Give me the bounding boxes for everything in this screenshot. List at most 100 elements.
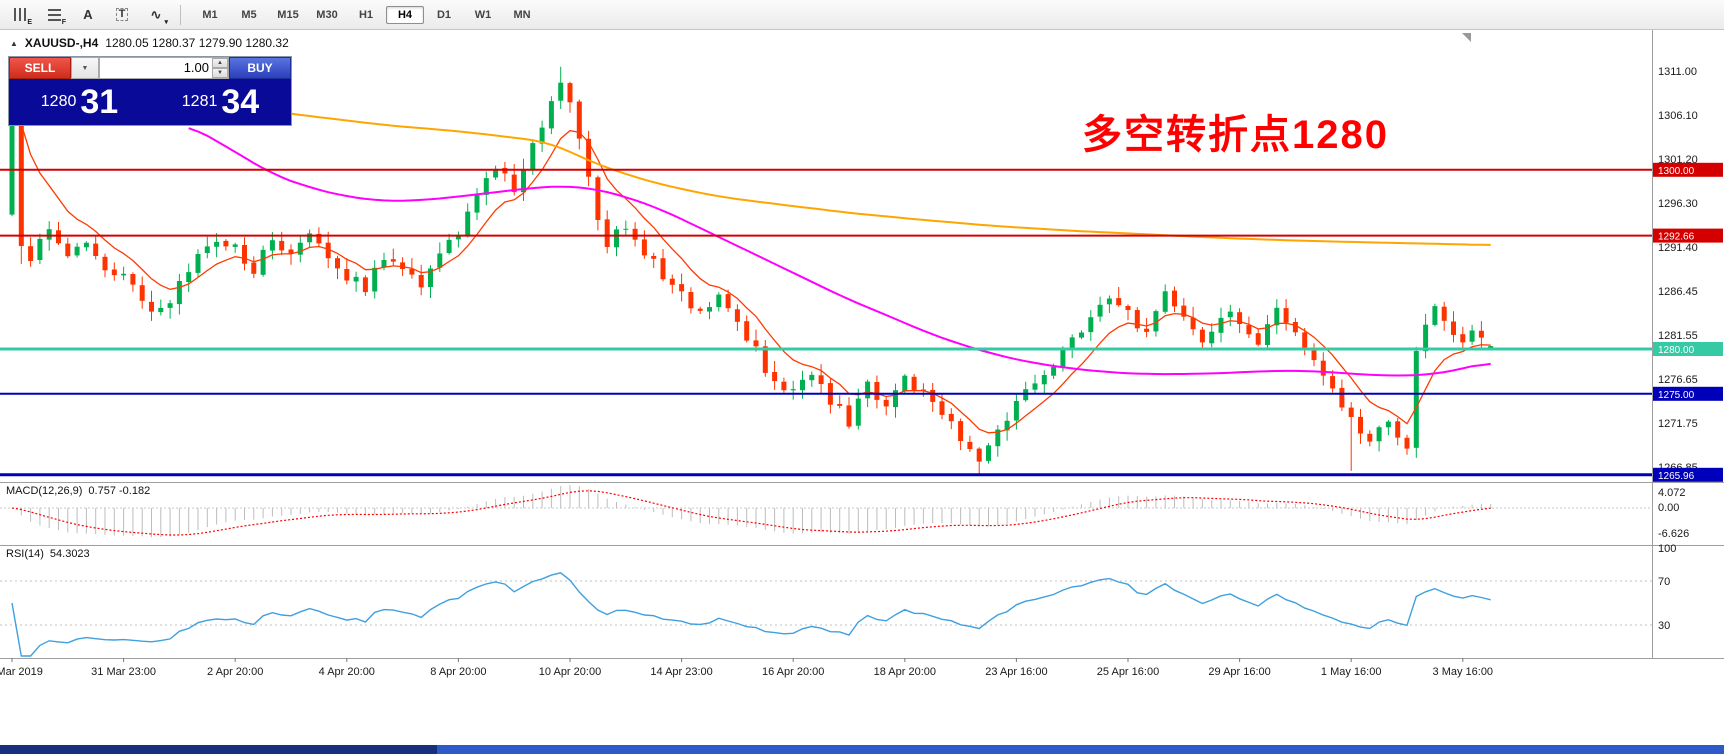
candle-body xyxy=(669,278,675,285)
chart-shift-marker[interactable] xyxy=(1462,33,1471,42)
ask-main: 1281 xyxy=(181,93,218,110)
candle-body xyxy=(409,269,415,275)
candle-body xyxy=(521,169,526,193)
candle-body xyxy=(130,274,136,285)
candle-body xyxy=(1237,312,1243,324)
bid-price[interactable]: 1280 31 xyxy=(9,79,150,125)
candle-body xyxy=(865,381,871,399)
candle-body xyxy=(372,267,378,292)
candle-body xyxy=(893,390,898,408)
symbol-label: XAUUSD-,H4 xyxy=(24,36,99,50)
candle-body xyxy=(1153,311,1159,332)
time-axis-label: 2 Apr 20:00 xyxy=(207,666,263,678)
candle-body xyxy=(297,242,303,255)
candle-body xyxy=(325,242,331,259)
candle-body xyxy=(986,445,991,461)
timeframe-m30-button[interactable]: M30 xyxy=(316,8,338,21)
candle-body xyxy=(688,292,694,309)
timeframe-m5-button[interactable]: M5 xyxy=(241,8,257,21)
candle-body xyxy=(753,340,759,347)
ohlc-values: 1280.05 1280.37 1279.90 1280.32 xyxy=(105,36,289,50)
sell-button[interactable]: SELL xyxy=(9,57,71,79)
candle-body xyxy=(1460,334,1466,343)
candle-body xyxy=(1041,375,1047,385)
candle-body xyxy=(818,375,824,384)
candle-body xyxy=(632,228,638,240)
timeframe-mn-button[interactable]: MN xyxy=(513,8,531,21)
rsi-axis-label: 100 xyxy=(1658,543,1676,555)
rsi-value: 54.3023 xyxy=(49,548,90,560)
candle-body xyxy=(1209,331,1215,344)
timeframe-m1-button[interactable]: M1 xyxy=(202,8,218,21)
lot-spinner: ▲ ▼ xyxy=(212,58,228,78)
candle-body xyxy=(1255,333,1261,345)
candle-body xyxy=(139,285,145,301)
candle-body xyxy=(279,240,285,251)
candle-body xyxy=(734,309,740,322)
price-line-badge xyxy=(1653,162,1723,177)
font-tool-icon[interactable]: A xyxy=(83,7,93,22)
ask-price[interactable]: 1281 34 xyxy=(150,79,291,125)
candle-body xyxy=(595,177,601,220)
candle-body xyxy=(56,230,61,244)
candle-body xyxy=(446,239,452,253)
candlestick-tool-icon[interactable]: E xyxy=(6,3,34,27)
candle-body xyxy=(93,243,99,256)
time-axis-label: 14 Apr 23:00 xyxy=(650,666,712,678)
candle-body xyxy=(1227,311,1233,318)
candle-body xyxy=(679,284,685,292)
candle-body xyxy=(1320,360,1326,376)
lot-size-input[interactable]: 1.00 ▲ ▼ xyxy=(99,57,229,79)
lot-value[interactable]: 1.00 xyxy=(183,60,209,75)
candle-body xyxy=(586,138,592,177)
candle-body xyxy=(1106,298,1112,305)
candle-body xyxy=(1413,351,1419,448)
candle-body xyxy=(1097,304,1103,317)
macd-signal-line xyxy=(11,490,1491,536)
candle-body xyxy=(18,89,24,246)
candle-body xyxy=(855,398,861,426)
candle-body xyxy=(1348,407,1354,417)
chart-title: ▲ XAUUSD-,H4 1280.05 1280.37 1279.90 128… xyxy=(10,36,289,50)
lot-decrease-button[interactable]: ▼ xyxy=(212,68,228,78)
candle-body xyxy=(102,256,108,271)
candle-body xyxy=(800,379,805,391)
timeframe-h1-button[interactable]: H1 xyxy=(358,8,374,21)
candle-body xyxy=(1451,321,1456,335)
one-click-collapse-icon[interactable]: ▲ xyxy=(10,38,18,48)
ma-fast-line xyxy=(20,123,1491,434)
candle-body xyxy=(1162,291,1168,312)
chart-canvas[interactable]: 1311.001306.101301.201296.301291.401286.… xyxy=(0,30,1724,754)
candle-body xyxy=(697,308,703,311)
candle-body xyxy=(1013,401,1019,421)
taskbar-left-segment xyxy=(0,745,437,754)
macd-axis-label: 0.00 xyxy=(1658,502,1679,514)
candle-body xyxy=(1404,437,1410,449)
candle-body xyxy=(437,253,443,268)
timeframe-m15-button[interactable]: M15 xyxy=(277,8,299,21)
candle-body xyxy=(707,307,712,312)
time-axis-label: 31 Mar 23:00 xyxy=(91,666,156,678)
text-tool-icon[interactable]: T xyxy=(108,3,136,27)
dropdown-caret-icon: ▼ xyxy=(81,64,89,72)
lot-increase-button[interactable]: ▲ xyxy=(212,58,228,68)
templates-tool-icon[interactable]: F xyxy=(40,3,68,27)
toolbar-separator xyxy=(180,4,181,25)
candle-body xyxy=(186,272,192,282)
candle-body xyxy=(1004,420,1010,431)
candle-body xyxy=(1144,328,1150,332)
one-click-trading-panel: SELL ▼ 1.00 ▲ ▼ BUY 1280 31 xyxy=(8,56,292,126)
candle-body xyxy=(65,243,71,257)
indicators-tool-icon[interactable]: ∿ ▾ xyxy=(150,7,168,26)
candle-body xyxy=(902,375,908,392)
lot-dropdown[interactable]: ▼ xyxy=(71,57,99,79)
ma-mid-line xyxy=(188,127,1491,377)
timeframe-d1-button[interactable]: D1 xyxy=(436,8,452,21)
candle-body xyxy=(465,211,471,236)
candle-body xyxy=(1441,306,1447,321)
buy-button[interactable]: BUY xyxy=(229,57,291,79)
candle-body xyxy=(46,229,52,240)
timeframe-h4-button[interactable]: H4 xyxy=(386,5,424,24)
candle-body xyxy=(1032,383,1038,390)
timeframe-w1-button[interactable]: W1 xyxy=(474,8,492,21)
